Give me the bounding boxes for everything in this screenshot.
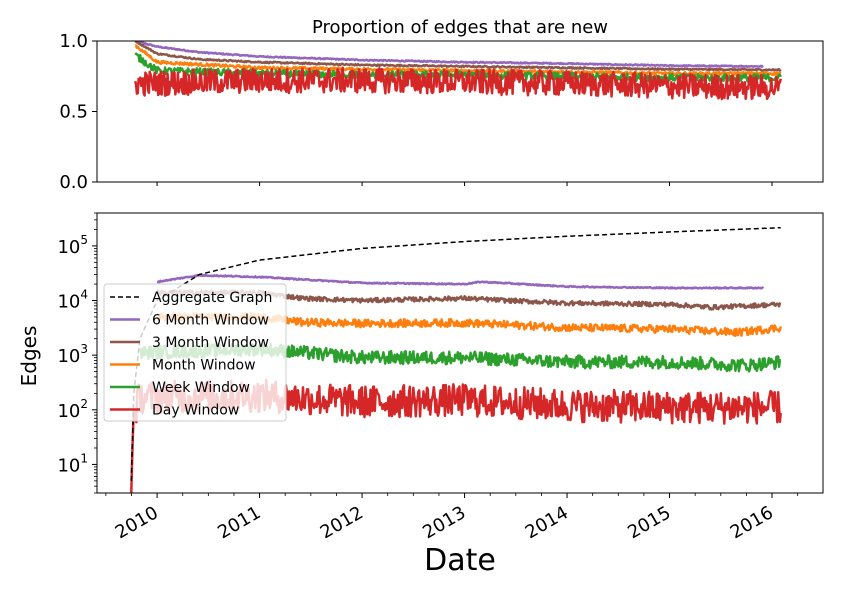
- x-tick-label: 2012: [317, 502, 367, 543]
- top-chart-title: Proportion of edges that are new: [312, 17, 608, 38]
- top-y-tick-label: 1.0: [59, 31, 88, 52]
- series-line-threemonth: [134, 41, 782, 72]
- x-tick-label: 2014: [522, 502, 572, 543]
- x-tick-label: 2013: [419, 502, 469, 543]
- y-tick-label: 102: [57, 397, 88, 422]
- top-y-tick-label: 0.5: [59, 102, 88, 123]
- y-tick-label: 103: [57, 342, 88, 367]
- x-tick-label: 2015: [624, 502, 674, 543]
- legend-box: [103, 283, 287, 422]
- x-tick-label: 2016: [727, 502, 777, 543]
- series-line-day: [133, 66, 782, 101]
- y-tick-label: 105: [57, 233, 88, 258]
- legend-label-month: Month Window: [152, 358, 256, 374]
- y-tick-label: 104: [57, 288, 88, 313]
- bottom-axes-frame: [96, 212, 824, 494]
- x-tick-label: 2010: [112, 502, 162, 543]
- top-panel: Proportion of edges that are new 0.0 0.5 1…: [59, 17, 824, 193]
- top-y-tick-label: 0.0: [59, 172, 88, 193]
- x-tick-label: 2011: [214, 502, 264, 543]
- x-axis-label: Date: [424, 543, 496, 578]
- series-line-sixmonth: [134, 41, 764, 69]
- y-axis-label: Edges: [17, 326, 41, 387]
- series-line-sixmonth: [156, 273, 765, 290]
- legend-label-aggregate: Aggregate Graph: [152, 290, 272, 306]
- bottom-panel: 101 102 103 104 105 2010 2011 2012 2013 2014 2015…: [17, 212, 824, 578]
- legend: Aggregate Graph 6 Month Window 3 Month Win…: [103, 283, 287, 422]
- y-tick-label: 101: [57, 451, 88, 476]
- legend-label-week: Week Window: [152, 380, 250, 396]
- legend-label-threemonth: 3 Month Window: [152, 335, 269, 351]
- legend-label-sixmonth: 6 Month Window: [152, 313, 269, 329]
- legend-label-day: Day Window: [152, 403, 239, 419]
- series-line-aggregate: [130, 226, 781, 481]
